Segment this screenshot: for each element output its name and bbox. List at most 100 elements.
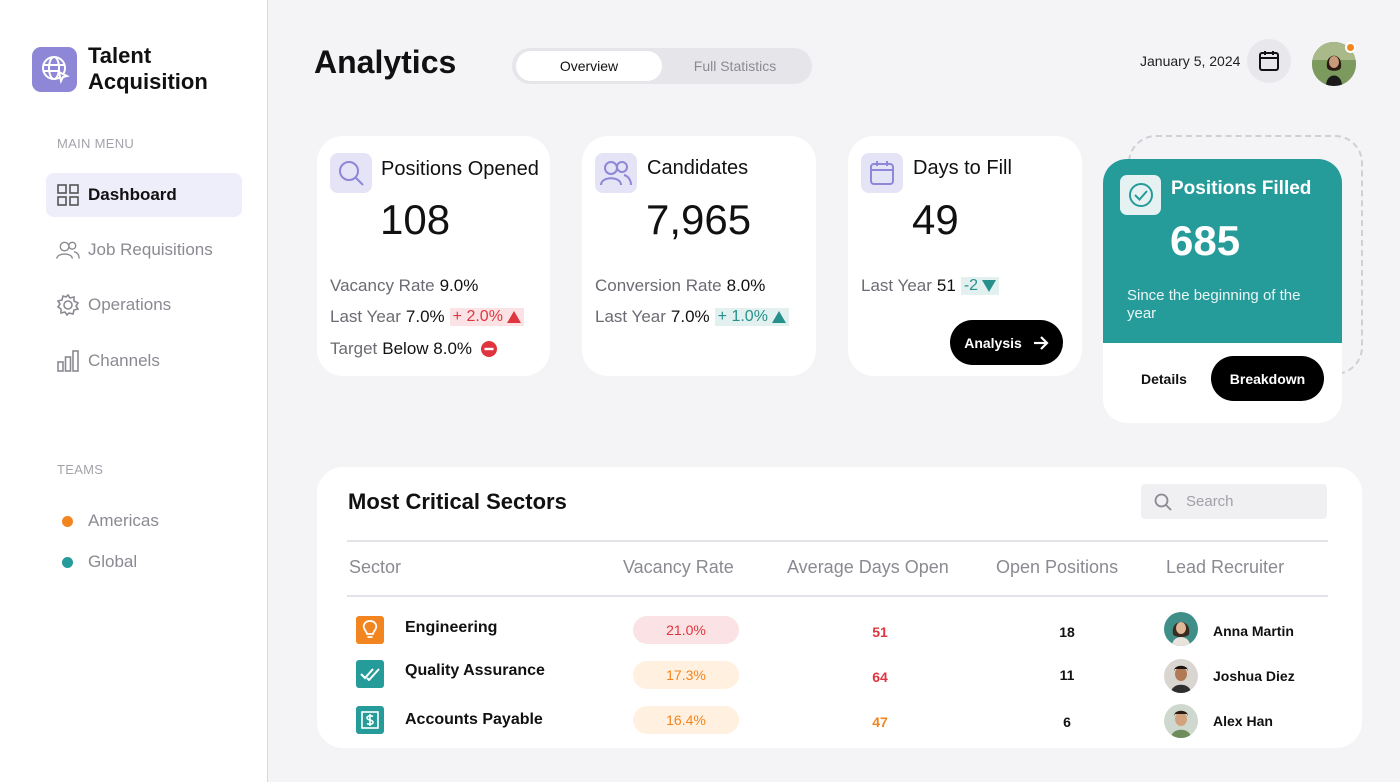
triangle-up-icon: [506, 311, 521, 323]
card-title: Days to Fill: [913, 157, 1012, 179]
team-global[interactable]: Global: [62, 552, 137, 572]
stat-label: Vacancy Rate: [330, 276, 435, 295]
conversion-rate-line: Conversion Rate 8.0%: [595, 276, 765, 296]
column-header-average-days-open[interactable]: Average Days Open: [787, 557, 949, 577]
recruiter-name: Alex Han: [1213, 713, 1273, 729]
sidebar-item-job-requisitions[interactable]: Job Requisitions: [46, 228, 242, 272]
change-badge: -2: [960, 277, 1000, 295]
analysis-button[interactable]: Analysis: [950, 320, 1063, 365]
column-header-lead-recruiter[interactable]: Lead Recruiter: [1166, 557, 1285, 577]
tab-overview[interactable]: Overview: [516, 51, 662, 81]
column-header-sector[interactable]: Sector: [349, 557, 402, 577]
table-title: Most Critical Sectors: [348, 489, 567, 514]
avg-days-open: 51: [872, 624, 888, 640]
triangle-down-icon: [982, 280, 997, 292]
card-value: 685: [1170, 217, 1241, 264]
card-title: Positions Filled: [1171, 178, 1312, 199]
sidebar: Talent Acquisition MAIN MENU Dashboard J…: [0, 0, 268, 782]
recruiter-name: Anna Martin: [1213, 623, 1294, 639]
sidebar-item-channels[interactable]: Channels: [46, 339, 242, 383]
page-title: Analytics: [314, 44, 457, 80]
tab-full-statistics[interactable]: Full Statistics: [693, 58, 777, 74]
table-row[interactable]: Engineering 21.0% 51 18 Anna Martin: [347, 611, 1328, 651]
vacancy-rate-pill: 21.0%: [633, 616, 739, 644]
sidebar-item-label: Channels: [88, 351, 160, 370]
last-year-line: Last Year 51 -2: [861, 276, 1000, 296]
users-icon: [595, 153, 637, 193]
team-label: Americas: [88, 511, 159, 530]
stat-label: Last Year: [595, 307, 666, 326]
stat-label: Last Year: [861, 276, 932, 295]
sidebar-item-operations[interactable]: Operations: [46, 283, 242, 327]
sidebar-item-label: Dashboard: [88, 185, 177, 204]
grid-icon: [56, 183, 80, 207]
calendar-button[interactable]: [1247, 39, 1291, 83]
view-tabs: Overview Full Statistics: [512, 48, 812, 84]
calendar-icon: [861, 153, 903, 193]
globe-cursor-icon: [32, 46, 77, 92]
stat-label: Last Year: [330, 307, 401, 326]
divider: [347, 595, 1328, 597]
critical-sectors-panel: Most Critical Sectors Sector Vacancy Rat…: [317, 467, 1362, 748]
table-row[interactable]: Quality Assurance 17.3% 64 11 Joshua Die…: [347, 656, 1328, 696]
breakdown-button[interactable]: Breakdown: [1211, 356, 1324, 401]
search-icon: [330, 153, 372, 193]
card-positions-opened: Positions Opened 108 Vacancy Rate 9.0% L…: [317, 136, 550, 376]
dollar-icon: [356, 706, 384, 734]
brand[interactable]: Talent Acquisition: [32, 43, 228, 95]
avg-days-open: 64: [872, 669, 888, 685]
change-badge: + 2.0%: [449, 308, 524, 326]
minus-circle-icon: [481, 341, 498, 357]
card-candidates: Candidates 7,965 Conversion Rate 8.0% La…: [582, 136, 816, 376]
recruiter-avatar[interactable]: [1164, 612, 1198, 646]
triangle-up-icon: [771, 311, 786, 323]
team-color-dot: [62, 515, 73, 527]
last-year-line: Last Year 7.0% + 2.0%: [330, 307, 524, 327]
target-line: Target Below 8.0%: [330, 339, 498, 359]
main-menu-label: MAIN MENU: [57, 136, 135, 151]
avg-days-open: 47: [872, 714, 888, 730]
recruiter-name: Joshua Diez: [1213, 668, 1295, 684]
vacancy-rate-pill: 17.3%: [633, 661, 739, 689]
card-highlight: Positions Filled 685 Since the beginning…: [1103, 159, 1342, 343]
sector-name: Engineering: [405, 619, 498, 636]
sidebar-item-dashboard[interactable]: Dashboard: [46, 173, 242, 217]
team-label: Global: [88, 552, 138, 571]
recruiter-avatar[interactable]: [1164, 659, 1198, 693]
lightbulb-icon: [356, 616, 384, 644]
column-header-vacancy-rate[interactable]: Vacancy Rate: [623, 557, 734, 577]
teams-label: TEAMS: [57, 462, 104, 477]
sidebar-item-label: Job Requisitions: [88, 240, 213, 259]
card-title: Candidates: [647, 157, 749, 179]
brand-name: Talent Acquisition: [88, 43, 208, 94]
column-header-open-positions[interactable]: Open Positions: [996, 557, 1119, 577]
open-positions: 18: [1059, 624, 1075, 640]
check-circle-icon: [1120, 175, 1161, 215]
vacancy-rate-pill: 16.4%: [633, 706, 739, 734]
card-subtitle: Since the beginning of the year: [1127, 287, 1301, 322]
notification-dot: [1345, 42, 1356, 53]
vacancy-rate-line: Vacancy Rate 9.0%: [330, 276, 478, 296]
card-title: Positions Opened: [381, 158, 539, 180]
search-input[interactable]: [1186, 493, 1316, 510]
card-value: 49: [912, 196, 959, 243]
table-row[interactable]: Accounts Payable 16.4% 47 6 Alex Han: [347, 701, 1328, 741]
details-button[interactable]: Details: [1141, 371, 1187, 387]
stat-value: 7.0%: [405, 307, 445, 326]
bar-chart-icon: [56, 349, 80, 373]
recruiter-avatar[interactable]: [1164, 704, 1198, 738]
arrow-right-icon: [1033, 335, 1049, 350]
button-label: Analysis: [964, 334, 1022, 351]
team-color-dot: [62, 556, 73, 568]
stat-label: Conversion Rate: [595, 276, 722, 295]
sector-name: Quality Assurance: [405, 662, 545, 679]
current-date: January 5, 2024: [1140, 53, 1241, 69]
stat-value: 9.0%: [439, 276, 479, 295]
stat-value: 7.0%: [670, 307, 710, 326]
change-badge: + 1.0%: [714, 308, 789, 326]
team-americas[interactable]: Americas: [62, 511, 159, 531]
card-value: 108: [380, 196, 451, 243]
sidebar-item-label: Operations: [88, 295, 172, 314]
gear-icon: [56, 293, 80, 317]
stat-value: 8.0%: [726, 276, 766, 295]
